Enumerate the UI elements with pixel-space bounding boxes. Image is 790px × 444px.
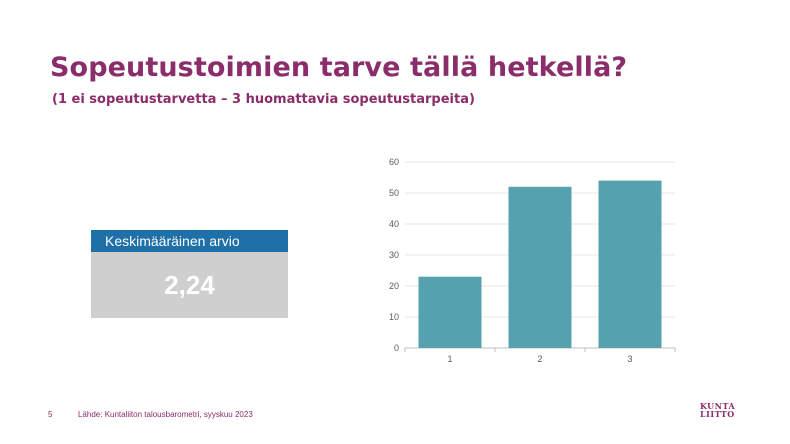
page-number: 5 xyxy=(48,410,53,419)
y-tick-label: 20 xyxy=(389,281,399,291)
y-tick-label: 0 xyxy=(394,343,399,353)
x-tick-label: 3 xyxy=(627,354,632,364)
average-estimate-value: 2,24 xyxy=(91,252,288,318)
average-estimate-box: Keskimääräinen arvio 2,24 xyxy=(91,230,288,318)
slide-subtitle: (1 ei sopeutustarvetta – 3 huomattavia s… xyxy=(52,92,475,107)
logo-line-2: LIITTO xyxy=(700,409,735,419)
x-tick-label: 2 xyxy=(537,354,542,364)
bar-2 xyxy=(508,186,572,348)
bar-chart: 0 10 20 30 40 50 60 1 2 3 xyxy=(389,157,676,364)
slide-title: Sopeutustoimien tarve tällä hetkellä? xyxy=(50,52,628,83)
y-tick-label: 40 xyxy=(389,219,399,229)
x-tick-label: 1 xyxy=(447,354,452,364)
kuntaliitto-logo: KUNTA LIITTO xyxy=(700,402,744,418)
source-note: Lähde: Kuntaliiton talousbarometri, syys… xyxy=(78,410,253,419)
logo-line-1: KUNTA xyxy=(700,401,736,411)
y-tick-label: 50 xyxy=(389,188,399,198)
y-tick-label: 30 xyxy=(389,250,399,260)
bar-3 xyxy=(598,180,662,348)
y-tick-label: 10 xyxy=(389,312,399,322)
y-tick-label: 60 xyxy=(389,157,399,167)
average-estimate-label: Keskimääräinen arvio xyxy=(91,230,288,252)
bar-1 xyxy=(418,276,482,348)
